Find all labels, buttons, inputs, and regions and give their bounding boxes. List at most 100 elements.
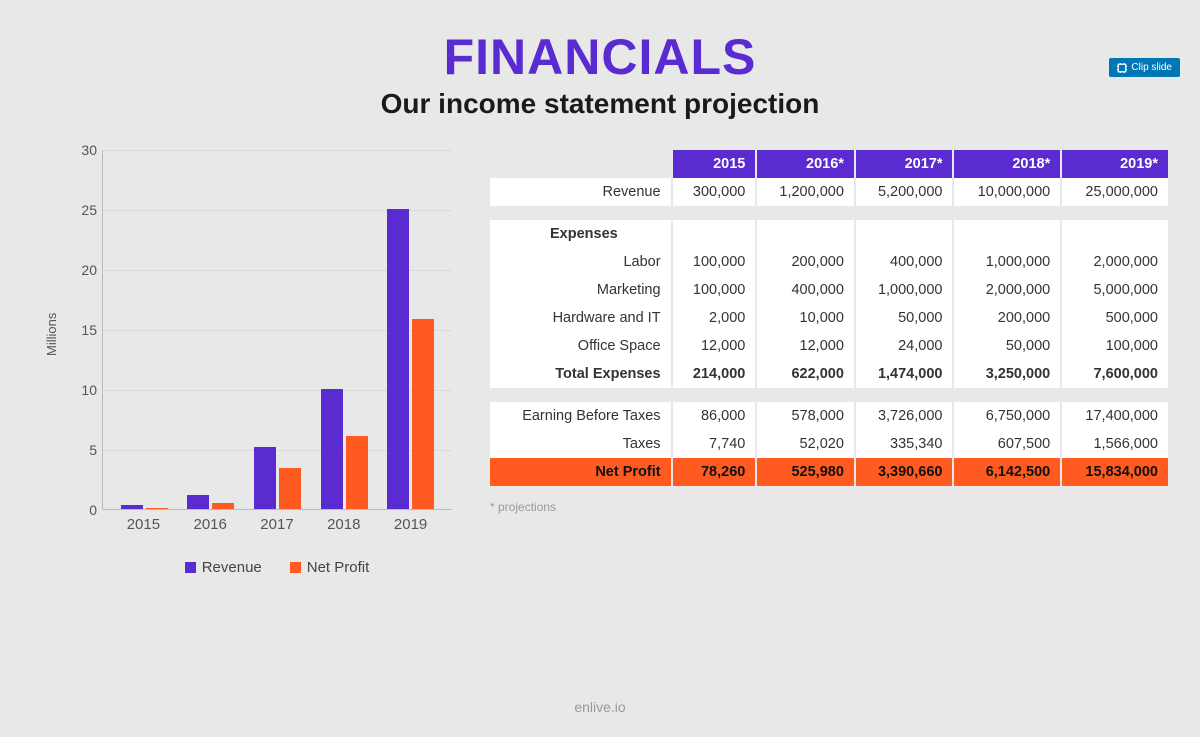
cell: 607,500 <box>953 430 1061 458</box>
y-tick: 25 <box>69 202 97 218</box>
legend-swatch <box>185 562 196 573</box>
row-label: Office Space <box>490 332 672 360</box>
expenses-header-row: Expenses <box>490 220 1169 248</box>
cell: 17,400,000 <box>1061 402 1169 430</box>
cell: 335,340 <box>855 430 954 458</box>
cell: 2,000 <box>672 304 757 332</box>
cell: 5,000,000 <box>1061 276 1169 304</box>
cell: 1,000,000 <box>953 248 1061 276</box>
bar-revenue <box>254 447 276 509</box>
bar-net-profit <box>346 436 368 509</box>
cell: 500,000 <box>1061 304 1169 332</box>
cell: 2,000,000 <box>1061 248 1169 276</box>
x-tick: 2016 <box>177 516 244 533</box>
total-expenses-row: Total Expenses214,000622,0001,474,0003,2… <box>490 360 1169 388</box>
x-tick: 2015 <box>110 516 177 533</box>
row-label: Hardware and IT <box>490 304 672 332</box>
row-label: Total Expenses <box>490 360 672 388</box>
expense-row: Labor100,000200,000400,0001,000,0002,000… <box>490 248 1169 276</box>
legend-item: Revenue <box>185 559 262 576</box>
year-header: 2017* <box>855 150 954 178</box>
bar-net-profit <box>412 319 434 509</box>
cell: 400,000 <box>756 276 855 304</box>
bar-revenue <box>187 495 209 509</box>
row-label: Revenue <box>490 178 672 206</box>
legend-label: Net Profit <box>307 559 370 576</box>
cell <box>756 220 855 248</box>
revenue-row: Revenue300,0001,200,0005,200,00010,000,0… <box>490 178 1169 206</box>
cell: 214,000 <box>672 360 757 388</box>
cell: 525,980 <box>756 458 855 486</box>
bar-net-profit <box>146 508 168 509</box>
row-label: Taxes <box>490 430 672 458</box>
cell <box>953 220 1061 248</box>
projections-footnote: * projections <box>490 500 1170 514</box>
cell: 300,000 <box>672 178 757 206</box>
cell: 200,000 <box>953 304 1061 332</box>
cell: 5,200,000 <box>855 178 954 206</box>
y-tick: 10 <box>69 382 97 398</box>
legend-swatch <box>290 562 301 573</box>
cell: 3,250,000 <box>953 360 1061 388</box>
cell: 2,000,000 <box>953 276 1061 304</box>
legend-label: Revenue <box>202 559 262 576</box>
expense-row: Marketing100,000400,0001,000,0002,000,00… <box>490 276 1169 304</box>
cell: 1,000,000 <box>855 276 954 304</box>
cell: 50,000 <box>855 304 954 332</box>
bar-revenue <box>387 209 409 509</box>
cell: 6,142,500 <box>953 458 1061 486</box>
cell: 7,740 <box>672 430 757 458</box>
year-header: 2015 <box>672 150 757 178</box>
cell: 100,000 <box>1061 332 1169 360</box>
clip-icon <box>1117 63 1127 73</box>
year-header: 2016* <box>756 150 855 178</box>
cell <box>855 220 954 248</box>
cell: 1,200,000 <box>756 178 855 206</box>
earnings-row: Earning Before Taxes86,000578,0003,726,0… <box>490 402 1169 430</box>
row-label: Earning Before Taxes <box>490 402 672 430</box>
legend-item: Net Profit <box>290 559 370 576</box>
page-title: FINANCIALS <box>0 28 1200 86</box>
earnings-row: Taxes7,74052,020335,340607,5001,566,000 <box>490 430 1169 458</box>
expense-row: Office Space12,00012,00024,00050,000100,… <box>490 332 1169 360</box>
year-header: 2019* <box>1061 150 1169 178</box>
x-tick: 2017 <box>244 516 311 533</box>
cell <box>672 220 757 248</box>
cell: 25,000,000 <box>1061 178 1169 206</box>
cell: 7,600,000 <box>1061 360 1169 388</box>
y-tick: 15 <box>69 322 97 338</box>
row-label: Net Profit <box>490 458 672 486</box>
cell: 15,834,000 <box>1061 458 1169 486</box>
cell: 622,000 <box>756 360 855 388</box>
cell: 10,000,000 <box>953 178 1061 206</box>
x-tick: 2018 <box>310 516 377 533</box>
cell <box>1061 220 1169 248</box>
cell: 100,000 <box>672 248 757 276</box>
cell: 6,750,000 <box>953 402 1061 430</box>
financials-table: 20152016*2017*2018*2019* Revenue300,0001… <box>490 150 1170 486</box>
cell: 3,390,660 <box>855 458 954 486</box>
y-tick: 5 <box>69 442 97 458</box>
cell: 1,566,000 <box>1061 430 1169 458</box>
year-header: 2018* <box>953 150 1061 178</box>
chart: Millions 051015202530 201520162017201820… <box>30 150 470 576</box>
cell: 52,020 <box>756 430 855 458</box>
clip-slide-label: Clip slide <box>1131 62 1172 73</box>
y-tick: 30 <box>69 142 97 158</box>
expense-row: Hardware and IT2,00010,00050,000200,0005… <box>490 304 1169 332</box>
row-label: Labor <box>490 248 672 276</box>
x-tick: 2019 <box>377 516 444 533</box>
cell: 10,000 <box>756 304 855 332</box>
cell: 1,474,000 <box>855 360 954 388</box>
cell: 24,000 <box>855 332 954 360</box>
clip-slide-button[interactable]: Clip slide <box>1109 58 1180 77</box>
bar-net-profit <box>212 503 234 509</box>
page-subtitle: Our income statement projection <box>0 88 1200 120</box>
chart-legend: Revenue Net Profit <box>102 559 452 576</box>
y-tick: 0 <box>69 502 97 518</box>
cell: 12,000 <box>756 332 855 360</box>
bar-revenue <box>121 505 143 509</box>
cell: 86,000 <box>672 402 757 430</box>
y-axis-label: Millions <box>44 313 59 356</box>
cell: 200,000 <box>756 248 855 276</box>
